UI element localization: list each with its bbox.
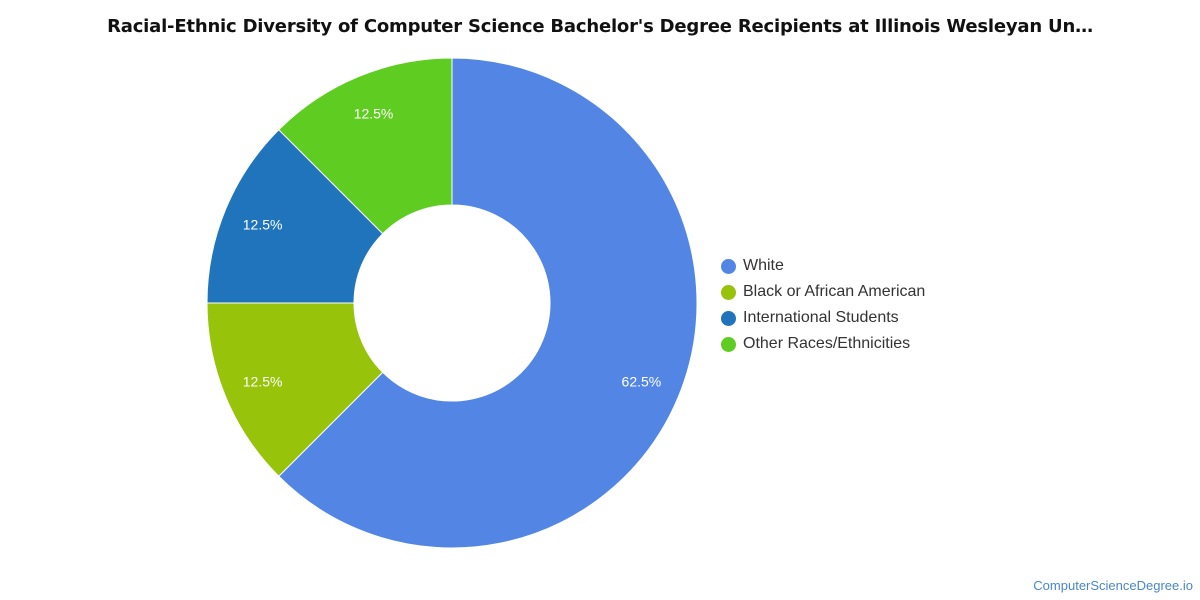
legend-swatch (721, 284, 736, 300)
legend-label: Other Races/Ethnicities (743, 335, 911, 352)
legend-label: International Students (743, 309, 899, 326)
donut-slice-black-or-african-american[interactable] (206, 302, 384, 477)
source-watermark[interactable]: ComputerScienceDegree.io (1033, 578, 1193, 593)
slice-value-label: 12.5% (243, 373, 283, 389)
legend-item[interactable]: Black or African American (721, 279, 925, 305)
legend-swatch (721, 336, 736, 352)
legend-swatch (721, 310, 736, 326)
chart-title: Racial-Ethnic Diversity of Computer Scie… (107, 16, 1093, 37)
legend-item[interactable]: Other Races/Ethnicities (721, 331, 925, 357)
donut-slice-white[interactable] (278, 57, 698, 549)
slice-value-label: 62.5% (622, 373, 662, 389)
legend-swatch (721, 258, 736, 274)
chart-legend: White Black or African American Internatio… (721, 253, 925, 357)
slice-value-label: 12.5% (243, 217, 283, 233)
donut-slice-other-races-ethnicities[interactable] (278, 57, 453, 235)
legend-item[interactable]: White (721, 253, 925, 279)
slice-value-label: 12.5% (354, 106, 394, 122)
legend-label: White (743, 257, 784, 274)
legend-label: Black or African American (743, 283, 926, 300)
donut-slice-international-students[interactable] (206, 129, 384, 304)
legend-item[interactable]: International Students (721, 305, 925, 331)
